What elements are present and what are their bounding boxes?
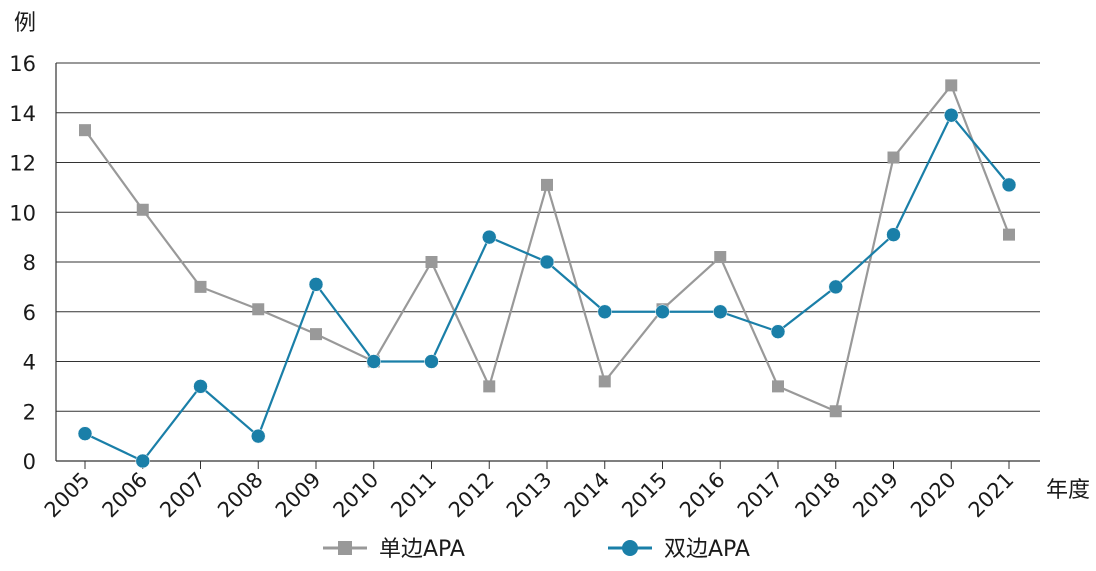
y-tick-label: 16	[9, 52, 36, 76]
data-point	[598, 375, 611, 388]
y-tick-label: 0	[23, 450, 36, 474]
y-tick-label: 14	[9, 102, 36, 126]
data-point	[1001, 177, 1017, 193]
data-point	[252, 303, 265, 316]
y-tick-label: 10	[9, 201, 36, 225]
y-tick-label: 4	[23, 351, 36, 375]
data-point	[366, 354, 381, 369]
series-line-1	[84, 83, 1011, 413]
data-point	[424, 354, 439, 369]
data-point	[251, 428, 266, 444]
x-tick-label: 2021	[964, 468, 1019, 523]
y-tick-labels: 0 2 4 6 8 10 12 14 16	[9, 52, 36, 474]
gridlines	[56, 62, 1040, 412]
x-tick-label: 2005	[40, 468, 95, 523]
x-tick-label: 2010	[329, 468, 384, 523]
legend: 单边APA 双边APA	[323, 537, 750, 562]
data-point	[770, 324, 786, 339]
x-tick-label: 2019	[848, 468, 903, 523]
y-tick-label: 8	[23, 251, 36, 275]
x-axis-title: 年度	[1046, 478, 1090, 503]
legend-label: 单边APA	[379, 537, 465, 562]
data-point	[135, 453, 150, 469]
data-point	[194, 280, 207, 293]
x-tick-label: 2018	[791, 468, 846, 523]
x-tick-label: 2012	[444, 468, 499, 523]
data-point	[483, 380, 496, 393]
x-tick-label: 2007	[155, 468, 210, 523]
y-axis-title: 例	[14, 11, 36, 36]
data-point	[310, 328, 322, 341]
legend-marker	[338, 541, 352, 555]
data-point	[714, 251, 727, 264]
data-point	[539, 254, 555, 270]
data-point	[308, 277, 324, 292]
data-point	[944, 107, 959, 123]
data-point	[136, 203, 149, 216]
data-point	[828, 279, 843, 295]
data-point	[655, 304, 670, 319]
data-point	[482, 229, 497, 245]
data-point	[79, 124, 91, 137]
x-tick-label: 2013	[502, 468, 557, 523]
data-point	[541, 178, 553, 191]
x-tick-label: 2011	[386, 468, 441, 523]
series	[77, 79, 1017, 469]
data-point	[1003, 228, 1015, 241]
x-tick-label: 2009	[271, 468, 326, 523]
x-tick-label: 2020	[906, 468, 961, 523]
data-point	[193, 379, 208, 394]
x-tick-label: 2017	[733, 468, 788, 523]
x-tick-label: 2016	[675, 468, 730, 523]
x-tick-labels: 2005 2006 2007 2008 2009 2010 2011 2012 2013 2014…	[40, 468, 1019, 523]
y-tick-label: 12	[9, 152, 36, 176]
data-point	[713, 304, 728, 319]
x-tick-label: 2006	[98, 468, 153, 523]
data-point	[887, 151, 900, 164]
x-tick-label: 2015	[617, 468, 672, 523]
data-point	[425, 256, 438, 268]
x-tick-label: 2014	[560, 468, 615, 523]
data-point	[886, 227, 901, 242]
legend-label: 双边APA	[664, 537, 750, 562]
y-tick-label: 2	[23, 400, 36, 424]
data-point	[77, 426, 93, 441]
data-point	[772, 380, 784, 393]
data-point	[597, 304, 612, 319]
series-line-2	[84, 113, 1010, 463]
x-tick-label: 2008	[213, 468, 268, 523]
y-tick-label: 6	[23, 301, 36, 325]
data-point	[829, 405, 842, 418]
data-point	[945, 79, 958, 92]
legend-marker	[622, 540, 638, 556]
